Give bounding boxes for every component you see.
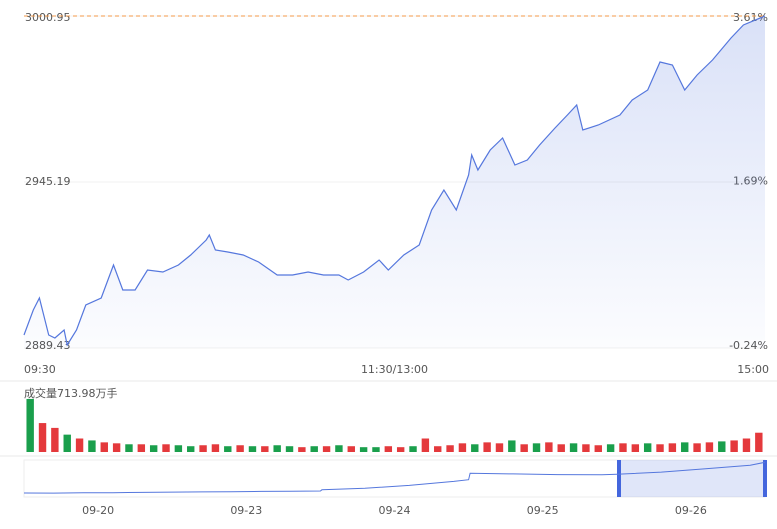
volume-bar xyxy=(125,444,133,452)
volume-bar xyxy=(434,446,442,452)
volume-bar xyxy=(631,444,640,452)
volume-bar xyxy=(545,442,553,452)
volume-bar xyxy=(199,445,207,452)
volume-bar xyxy=(681,442,689,452)
volume-bar xyxy=(643,443,652,452)
volume-bar xyxy=(421,438,430,452)
volume-bar xyxy=(606,444,615,452)
volume-bar xyxy=(347,446,355,452)
volume-bar xyxy=(137,444,146,452)
volume-bar xyxy=(755,432,763,452)
volume-bar xyxy=(322,446,331,452)
volume-bar xyxy=(38,423,47,452)
volume-bar xyxy=(273,445,281,452)
volume-bar xyxy=(409,446,417,452)
volume-bar xyxy=(693,443,701,452)
volume-bar xyxy=(557,444,565,452)
volume-bar xyxy=(619,443,627,452)
navigator-date-label: 09-24 xyxy=(379,504,411,517)
volume-bar xyxy=(298,447,306,452)
volume-bar xyxy=(483,442,491,452)
volume-bar xyxy=(174,445,183,452)
volume-bar xyxy=(285,446,294,452)
volume-bar xyxy=(495,443,504,452)
volume-bar xyxy=(149,445,158,452)
navigator-date-label: 09-23 xyxy=(230,504,262,517)
volume-bar xyxy=(396,447,405,452)
x-tick-label: 15:00 xyxy=(737,363,769,376)
volume-bar xyxy=(532,443,541,452)
navigator-line xyxy=(23,461,766,494)
volume-bar xyxy=(520,444,528,452)
price-line xyxy=(23,15,766,347)
navigator-date-label: 09-25 xyxy=(527,504,559,517)
volume-bar xyxy=(75,438,84,452)
volume-bar xyxy=(224,446,232,452)
volume-bar xyxy=(446,445,454,452)
volume-bar xyxy=(261,446,269,452)
volume-bar xyxy=(471,444,479,452)
navigator-handle[interactable] xyxy=(617,460,621,497)
volume-bar xyxy=(594,445,602,452)
volume-bar xyxy=(569,443,578,452)
navigator-handle[interactable] xyxy=(763,460,767,497)
volume-bar xyxy=(88,440,96,452)
volume-bar xyxy=(51,427,59,452)
volume-bar xyxy=(582,444,590,452)
volume-bar xyxy=(668,443,677,452)
volume-bar xyxy=(730,440,738,452)
y-tick-label: 2945.19 xyxy=(25,175,71,188)
volume-bar xyxy=(248,446,257,452)
y-tick-label: 3000.95 xyxy=(25,11,71,24)
volume-bar xyxy=(742,438,751,452)
volume-bar xyxy=(236,445,244,452)
price-area xyxy=(24,16,765,348)
volume-bar xyxy=(112,443,121,452)
volume-bar xyxy=(335,445,343,452)
volume-bar xyxy=(26,398,34,452)
volume-bar xyxy=(718,441,726,452)
volume-bar xyxy=(359,447,368,452)
volume-bar xyxy=(63,434,71,452)
volume-bar xyxy=(211,444,220,452)
volume-bar xyxy=(656,444,664,452)
volume-label: 成交量713.98万手 xyxy=(24,386,118,400)
volume-bar xyxy=(384,446,393,452)
volume-bar xyxy=(310,446,318,452)
x-tick-label: 09:30 xyxy=(24,363,56,376)
x-tick-label: 11:30/13:00 xyxy=(361,363,428,376)
volume-bar xyxy=(458,443,467,452)
navigator-date-label: 09-20 xyxy=(82,504,114,517)
volume-bar xyxy=(162,444,170,452)
volume-bar xyxy=(705,442,714,452)
volume-bar xyxy=(187,446,195,452)
volume-bar xyxy=(508,440,516,452)
volume-bar xyxy=(372,447,380,452)
navigator-date-label: 09-26 xyxy=(675,504,707,517)
volume-bar xyxy=(100,442,108,452)
